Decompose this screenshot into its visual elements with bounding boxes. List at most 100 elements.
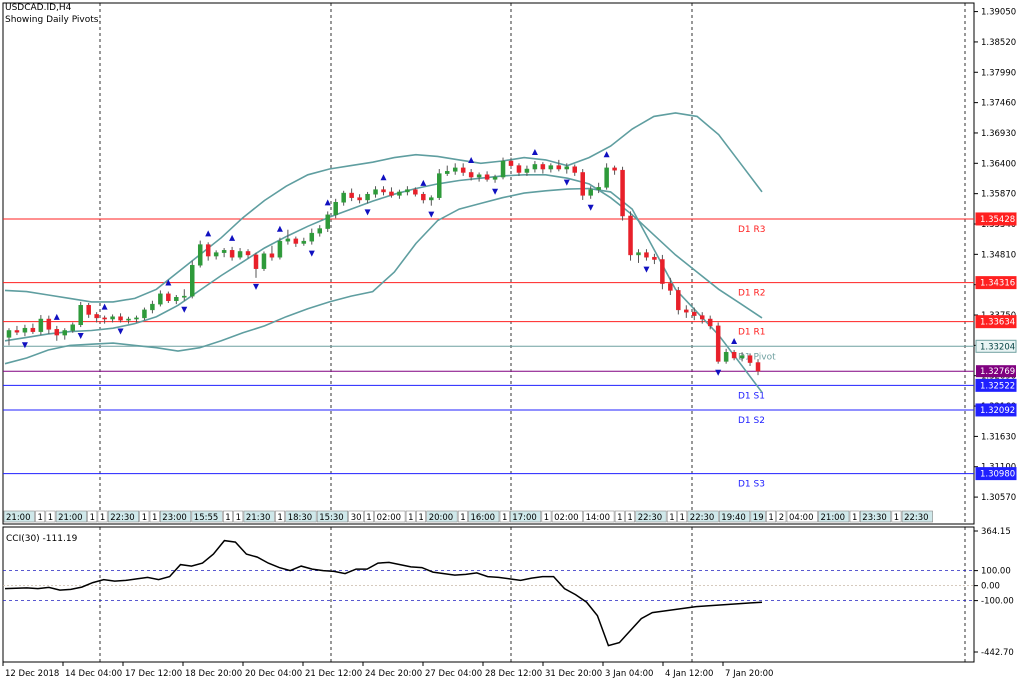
candle-body [126, 318, 131, 321]
candle-body [684, 309, 689, 313]
candle-body [596, 187, 601, 190]
candle-body [516, 165, 522, 173]
candle-body [429, 197, 434, 201]
candle-body [182, 295, 187, 298]
session-tag [223, 510, 233, 523]
session-tag [97, 510, 108, 523]
session-tag-label: 1 [48, 513, 53, 523]
cci-tick-label: 100.00 [981, 567, 1011, 577]
time-tick-label: 27 Dec 04:00 [425, 669, 482, 679]
fractal-up-arrow [101, 303, 108, 310]
candle-body [213, 252, 219, 257]
session-tag-label: 1 [100, 513, 105, 523]
candle-body [715, 325, 721, 362]
candle-body [580, 172, 585, 196]
fractal-down-arrow [428, 211, 435, 218]
candle-body [78, 305, 83, 326]
session-tag-label: 19 [753, 513, 764, 523]
candle-body [166, 293, 171, 301]
session-tag-label: 21:00 [6, 513, 31, 523]
time-tick-label: 20 Dec 04:00 [245, 669, 302, 679]
pivot-price-badges: 1.35428 1.34316 1.33634 1.33204 1.32522 1.320… [975, 212, 1017, 481]
session-tag [35, 510, 46, 523]
candle-body [301, 240, 307, 244]
session-tag [625, 510, 636, 523]
time-tick-label: 7 Jan 20:00 [725, 669, 773, 679]
session-tag-label: 1 [225, 513, 230, 523]
session-tag [750, 510, 766, 523]
candle-body [723, 351, 729, 362]
candle-body [660, 259, 665, 284]
candle-body [644, 252, 649, 258]
session-tag [426, 510, 458, 523]
pivot-line-label: D1 S3 [738, 480, 765, 490]
session-tag-label: 21:00 [821, 513, 846, 523]
candle-body [317, 228, 323, 234]
time-tick-label: 3 Jan 04:00 [605, 669, 653, 679]
fractal-up-arrow [276, 225, 283, 232]
candle-body [205, 244, 211, 257]
fractal-up-arrow [380, 174, 387, 181]
session-tag [776, 510, 787, 523]
time-tick-label: 12 Dec 2018 [5, 669, 59, 679]
candle-body [309, 232, 315, 242]
time-tick-label: 17 Dec 12:00 [125, 669, 182, 679]
session-tag [677, 510, 688, 523]
candle-body [325, 214, 330, 229]
candle-body [755, 362, 761, 372]
candle-body [94, 314, 99, 319]
session-tag [509, 510, 542, 523]
session-tag [243, 510, 275, 523]
session-tag-label: 17:00 [512, 513, 537, 523]
price-tick-label: 1.31630 [981, 432, 1016, 442]
pivot-price-badge-label: 1.30980 [980, 470, 1015, 480]
candle-body [460, 167, 466, 173]
candle-body [668, 283, 673, 291]
fractal-down-arrow [117, 328, 124, 335]
session-tag-label: 1 [152, 513, 157, 523]
pivot-price-badge [975, 378, 1017, 392]
candle-body [524, 168, 530, 173]
fractal-up-arrow [420, 179, 427, 186]
fractal-up-arrow [53, 313, 60, 320]
candle-body [6, 330, 12, 338]
time-tick-label: 31 Dec 20:00 [545, 669, 602, 679]
session-tag-label: 1 [366, 513, 371, 523]
candle-body [468, 172, 474, 178]
candle-body [628, 215, 633, 256]
pivot-price-badge [975, 315, 1017, 329]
candle-body [14, 330, 20, 333]
pivot-price-badge [975, 212, 1017, 226]
pivot-line-label: D1 S2 [738, 416, 765, 426]
fractal-down-arrow [21, 342, 28, 349]
session-tag-label: 2 [779, 513, 784, 523]
session-tag-label: 1 [768, 513, 773, 523]
fractal-down-arrow [587, 204, 594, 211]
candle-body [413, 189, 418, 195]
session-tag [891, 510, 902, 523]
candle-body [261, 253, 267, 269]
vertical-grid [99, 3, 966, 662]
pivot-price-badge-label: 1.33634 [980, 318, 1015, 328]
candle-body [476, 174, 482, 178]
time-tick-label: 28 Dec 12:00 [485, 669, 542, 679]
candle-body [699, 315, 705, 320]
fractal-up-arrow [165, 279, 172, 286]
candles [6, 157, 761, 376]
fractal-arrows [21, 149, 738, 376]
time-tick-label: 14 Dec 04:00 [65, 669, 122, 679]
fractal-down-arrow [308, 250, 315, 257]
price-axis: 1.39050 1.38520 1.37990 1.37460 1.36930 1.364… [974, 8, 1016, 503]
session-tag [348, 510, 364, 523]
candle-body [22, 327, 28, 333]
fractal-down-arrow [364, 209, 371, 216]
fractal-down-arrow [715, 369, 722, 376]
candle-body [508, 160, 514, 166]
session-tag [859, 510, 892, 523]
session-tag-label: 1 [627, 513, 632, 523]
session-tag-label: 1 [38, 513, 43, 523]
session-tag [541, 510, 552, 523]
candle-body [588, 189, 593, 196]
candle-body [484, 174, 490, 180]
